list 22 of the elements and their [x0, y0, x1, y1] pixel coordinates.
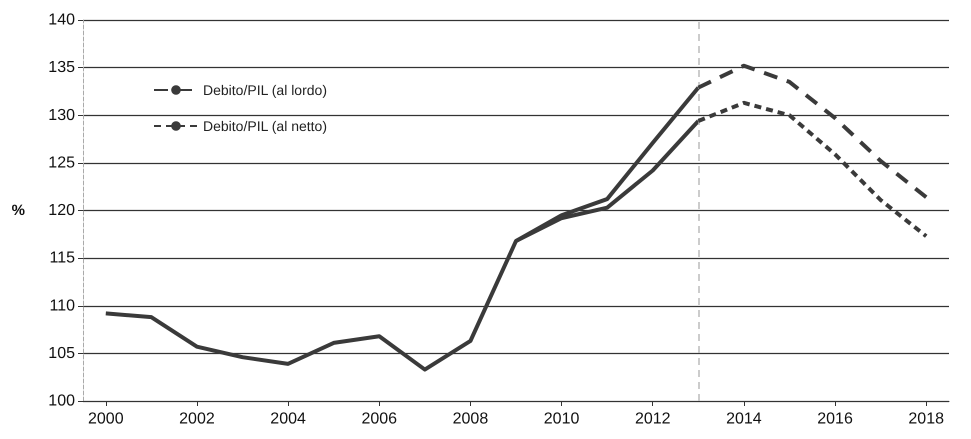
y-tick-label: 100	[48, 392, 76, 410]
x-tick-label: 2018	[908, 410, 944, 428]
y-tick-label: 135	[48, 59, 76, 76]
legend-label: Debito/PIL (al lordo)	[203, 82, 327, 98]
x-tick-label: 2008	[452, 410, 488, 428]
x-tick-label: 2006	[361, 410, 398, 428]
y-tick-label: 120	[48, 202, 76, 219]
x-tick-label: 2010	[544, 410, 580, 428]
x-tick-label: 2016	[817, 410, 853, 428]
y-tick-label: 110	[49, 297, 76, 314]
x-tick-label: 2012	[634, 410, 671, 428]
x-tick-label: 2004	[270, 410, 306, 428]
x-tick-label: 2000	[88, 410, 124, 428]
x-tick-label: 2014	[726, 410, 762, 428]
y-axis-title: %	[12, 202, 25, 219]
y-tick-label: 105	[48, 344, 76, 362]
legend-label: Debito/PIL (al netto)	[203, 118, 327, 134]
y-tick-label: 140	[48, 12, 76, 28]
x-tick-label: 2002	[179, 410, 215, 428]
y-tick-label: 125	[48, 154, 76, 172]
y-tick-label: 115	[49, 250, 76, 267]
y-tick-label: 130	[48, 106, 76, 124]
